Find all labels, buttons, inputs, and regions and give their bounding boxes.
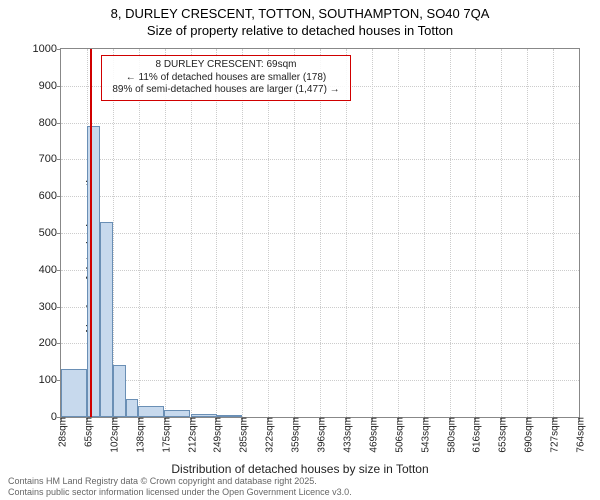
xtick-label: 102sqm (105, 417, 120, 453)
xtick-label: 322sqm (261, 417, 276, 453)
ytick-label: 700 (39, 153, 61, 165)
annotation-box: 8 DURLEY CRESCENT: 69sqm ← 11% of detach… (101, 55, 351, 101)
ytick-label: 800 (39, 117, 61, 129)
plot-area: 0100200300400500600700800900100028sqm65s… (60, 48, 580, 418)
xtick-label: 433sqm (338, 417, 353, 453)
gridline-v (398, 49, 399, 417)
xtick-label: 580sqm (442, 417, 457, 453)
ytick-label: 600 (39, 190, 61, 202)
footer-line2: Contains public sector information licen… (8, 487, 352, 498)
xtick-label: 506sqm (390, 417, 405, 453)
xtick-label: 616sqm (468, 417, 483, 453)
xtick-label: 175sqm (157, 417, 172, 453)
gridline-v (501, 49, 502, 417)
xtick-label: 212sqm (183, 417, 198, 453)
histogram-bar (113, 365, 126, 417)
gridline-v (320, 49, 321, 417)
ytick-label: 1000 (33, 43, 61, 55)
annotation-line2: ← 11% of detached houses are smaller (17… (108, 72, 344, 85)
annotation-line1: 8 DURLEY CRESCENT: 69sqm (108, 59, 344, 72)
histogram-bar (100, 222, 113, 417)
title-line2: Size of property relative to detached ho… (0, 23, 600, 40)
title-line1: 8, DURLEY CRESCENT, TOTTON, SOUTHAMPTON,… (0, 6, 600, 23)
xtick-label: 764sqm (572, 417, 587, 453)
xtick-label: 690sqm (520, 417, 535, 453)
gridline-v (191, 49, 192, 417)
histogram-bar (164, 410, 190, 417)
ytick-label: 300 (39, 301, 61, 313)
xtick-label: 28sqm (54, 417, 69, 447)
gridline-v (424, 49, 425, 417)
gridline-v (139, 49, 140, 417)
ytick-label: 400 (39, 264, 61, 276)
xtick-label: 285sqm (235, 417, 250, 453)
gridline-v (553, 49, 554, 417)
xtick-label: 65sqm (79, 417, 94, 447)
gridline-v (242, 49, 243, 417)
gridline-v (165, 49, 166, 417)
annotation-line3: 89% of semi-detached houses are larger (… (108, 84, 344, 97)
xtick-label: 249sqm (209, 417, 224, 453)
ytick-label: 100 (39, 374, 61, 386)
footer-attribution: Contains HM Land Registry data © Crown c… (8, 476, 352, 498)
xtick-label: 653sqm (494, 417, 509, 453)
ytick-label: 900 (39, 80, 61, 92)
chart-title: 8, DURLEY CRESCENT, TOTTON, SOUTHAMPTON,… (0, 0, 600, 40)
xtick-label: 396sqm (313, 417, 328, 453)
footer-line1: Contains HM Land Registry data © Crown c… (8, 476, 352, 487)
xtick-label: 469sqm (364, 417, 379, 453)
xtick-label: 543sqm (416, 417, 431, 453)
gridline-v (346, 49, 347, 417)
histogram-bar (191, 414, 217, 417)
xtick-label: 138sqm (131, 417, 146, 453)
xtick-label: 727sqm (546, 417, 561, 453)
x-axis-label: Distribution of detached houses by size … (0, 462, 600, 476)
gridline-v (527, 49, 528, 417)
reference-line (90, 49, 92, 417)
chart-container: 8, DURLEY CRESCENT, TOTTON, SOUTHAMPTON,… (0, 0, 600, 500)
gridline-v (450, 49, 451, 417)
gridline-v (268, 49, 269, 417)
ytick-label: 200 (39, 337, 61, 349)
histogram-bar (138, 406, 164, 417)
histogram-bar (217, 415, 242, 417)
ytick-label: 500 (39, 227, 61, 239)
gridline-v (372, 49, 373, 417)
histogram-bar (61, 369, 87, 417)
xtick-label: 359sqm (287, 417, 302, 453)
histogram-bar (126, 399, 139, 417)
gridline-v (475, 49, 476, 417)
gridline-v (294, 49, 295, 417)
gridline-v (216, 49, 217, 417)
